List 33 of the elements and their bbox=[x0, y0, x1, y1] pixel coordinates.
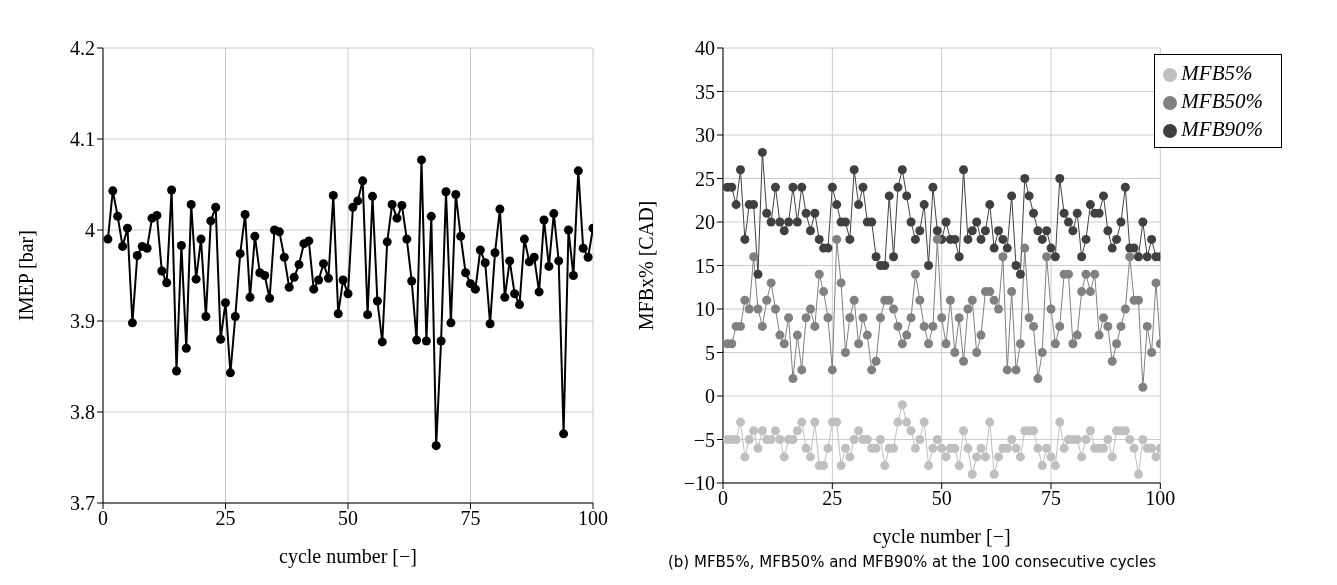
y-tick-label: −5 bbox=[693, 428, 715, 451]
x-tick-label: 75 bbox=[1041, 487, 1062, 510]
x-tick-label: 100 bbox=[578, 507, 608, 530]
x-axis-title: cycle number [−] bbox=[279, 545, 417, 568]
y-tick-label: 0 bbox=[705, 385, 715, 408]
y-tick-label: 3.8 bbox=[70, 401, 95, 424]
y-tick-label: 10 bbox=[695, 298, 715, 321]
y-tick-label: 3.7 bbox=[70, 492, 95, 515]
y-axis-title: IMEP [bar] bbox=[15, 230, 38, 321]
y-tick-label: 35 bbox=[695, 80, 715, 103]
x-tick-label: 25 bbox=[215, 507, 236, 530]
y-axis-title: MFBx% [CAD] bbox=[635, 200, 658, 331]
y-tick-label: 4.2 bbox=[70, 37, 95, 60]
x-axis-title: cycle number [−] bbox=[872, 525, 1011, 548]
y-tick-label: −10 bbox=[683, 472, 715, 495]
legend-label: MFB90% bbox=[1181, 117, 1263, 141]
y-tick-label: 4.1 bbox=[70, 128, 95, 151]
y-tick-label: 25 bbox=[695, 167, 715, 190]
x-tick-label: 25 bbox=[822, 487, 843, 510]
legend-label: MFB5% bbox=[1181, 61, 1253, 85]
x-tick-label: 50 bbox=[931, 487, 952, 510]
x-tick-label: 50 bbox=[338, 507, 358, 530]
y-tick-label: 15 bbox=[695, 254, 715, 277]
y-tick-label: 40 bbox=[695, 37, 715, 60]
x-tick-label: 75 bbox=[460, 507, 481, 530]
y-tick-label: 4 bbox=[85, 219, 95, 242]
y-tick-label: 3.9 bbox=[70, 310, 95, 333]
text: (b) MFB5%, MFB50% and MFB90% at the 100 consecutive cycles bbox=[668, 553, 1157, 571]
legend-label: MFB50% bbox=[1181, 89, 1263, 113]
y-tick-label: 30 bbox=[695, 124, 715, 147]
y-tick-label: 20 bbox=[695, 211, 715, 234]
x-tick-label: 100 bbox=[1145, 487, 1176, 510]
y-tick-label: 5 bbox=[705, 341, 715, 364]
